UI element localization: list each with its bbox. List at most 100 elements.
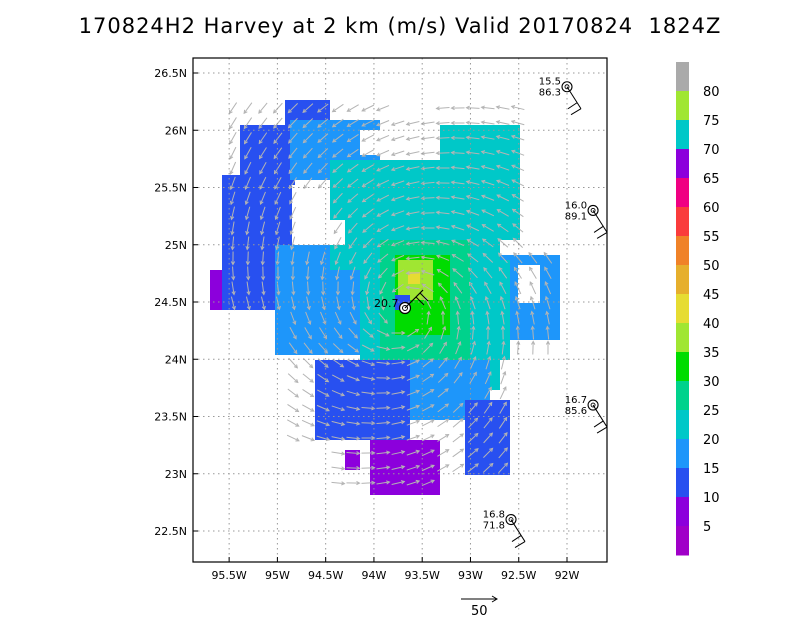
wind-arrow (331, 451, 346, 456)
wind-arrow (305, 311, 312, 326)
wind-arrow (450, 120, 465, 126)
wind-arrow (347, 343, 360, 353)
wind-arrow (405, 226, 420, 231)
wind-arrow (500, 310, 505, 325)
wind-arrow (435, 165, 450, 171)
wind-arrow (484, 281, 492, 294)
wind-arrow (331, 405, 346, 412)
wind-arrow (391, 269, 405, 277)
wind-arrow (450, 135, 465, 140)
wind-arrow (287, 373, 299, 384)
colorbar-swatch (676, 439, 689, 469)
wind-arrow (391, 465, 406, 470)
obs-value-top: 16.8 (483, 510, 505, 521)
wind-arrow (452, 433, 464, 443)
wind-arrow (483, 267, 493, 279)
wind-arrow (406, 449, 421, 456)
wind-arrow (376, 329, 390, 337)
colorbar-swatch (676, 149, 689, 179)
wind-arrow (260, 266, 266, 281)
wind-arrow (303, 177, 313, 190)
wind-arrow (331, 466, 346, 471)
colorbar-label: 65 (703, 172, 720, 187)
wind-arrow (377, 253, 389, 263)
lat-tick-label: 25.5N (154, 182, 187, 195)
wind-arrow (495, 179, 510, 186)
swath-se-blue (465, 400, 510, 475)
wind-arrow (480, 105, 495, 110)
wind-arrow (349, 311, 357, 325)
lon-tick-label: 92.5W (501, 569, 536, 582)
colorbar-swatch (676, 352, 689, 382)
wind-arrow (406, 404, 421, 411)
wind-arrow (366, 296, 371, 311)
wind-arrow (405, 285, 420, 290)
wind-arrow (497, 238, 509, 248)
colorbar-label: 50 (703, 259, 720, 274)
wind-arrow (348, 237, 358, 250)
wind-arrow (498, 266, 508, 279)
wind-arrow (436, 269, 449, 277)
colorbar-swatch (676, 178, 689, 208)
wind-arrow (260, 296, 266, 311)
wind-arrow (406, 464, 421, 471)
wind-arrow (334, 251, 341, 266)
obs-station: 16.871.8 (483, 510, 526, 548)
wind-arrow (274, 221, 281, 236)
lat-tick-label: 23N (165, 468, 187, 481)
wind-arrow (229, 146, 237, 160)
wind-arrow (290, 266, 295, 281)
wind-arrow (495, 164, 510, 171)
wind-arrow (435, 136, 450, 141)
wind-arrow (465, 135, 480, 140)
wind-arrow (317, 389, 330, 397)
wind-arrow (390, 165, 405, 172)
wind-arrow (288, 177, 297, 190)
wind-arrow (531, 340, 536, 355)
wind-arrow (290, 251, 295, 266)
observation-stations: 15.586.3 16.089.1 16.785.6 16.871.8 (483, 77, 608, 548)
wind-arrow (420, 269, 435, 276)
wind-arrow (321, 296, 326, 311)
wind-arrow (406, 359, 420, 367)
wind-arrow (376, 390, 391, 396)
wind-arrow (495, 149, 510, 156)
wind-arrow (336, 296, 341, 311)
wind-arrow (470, 310, 475, 325)
wind-arrow (229, 191, 236, 206)
wind-arrow (301, 435, 316, 442)
wind-arrow (287, 103, 298, 114)
wind-arrow (244, 206, 251, 221)
wind-arrow (512, 237, 524, 248)
wind-arrow (291, 296, 296, 311)
wind-arrow (465, 150, 480, 155)
latitude-labels: 26.5N 26N 25.5N 25N 24.5N 24N 23.5N 23N 22.5N (154, 67, 187, 538)
wind-arrow (499, 281, 507, 295)
wind-arrow (275, 266, 281, 281)
wind-arrow (437, 282, 448, 294)
wind-arrow (246, 266, 251, 281)
wind-arrow (452, 402, 464, 413)
colorbar-swatch (676, 236, 689, 266)
wind-arrow (379, 281, 387, 295)
wind-arrow (405, 166, 420, 171)
wind-arrow (407, 328, 420, 338)
wind-arrow (335, 266, 340, 281)
wind-arrow (275, 251, 280, 266)
wind-arrow (480, 164, 495, 171)
colorbar-label: 70 (703, 143, 720, 158)
wind-arrow (361, 360, 376, 367)
wind-arrow (435, 240, 450, 246)
wind-arrow (485, 310, 490, 325)
wind-arrow (319, 327, 328, 340)
wind-arrow (258, 132, 268, 145)
wind-arrow (306, 281, 311, 296)
wind-arrow (440, 310, 446, 325)
wind-arrow (391, 390, 406, 395)
swath-core-yellow (408, 272, 420, 284)
wind-arrow (290, 236, 296, 251)
wind-arrow (275, 236, 280, 251)
wind-arrow (544, 295, 551, 310)
wind-arrow (231, 266, 236, 281)
wind-arrow (331, 390, 345, 397)
